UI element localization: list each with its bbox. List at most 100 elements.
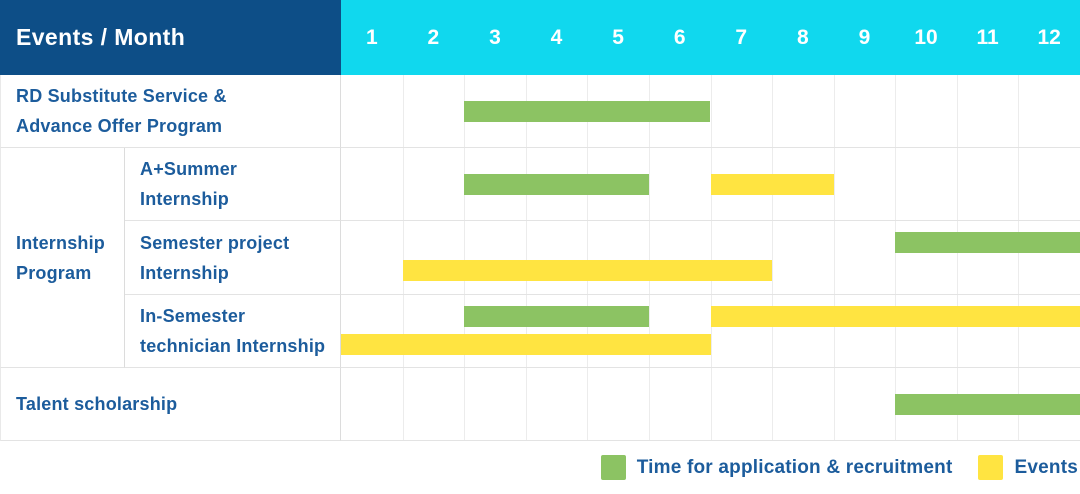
month-gridline — [833, 148, 835, 220]
legend: Time for application & recruitment Events — [0, 441, 1080, 494]
month-gridline — [895, 148, 897, 220]
month-gridline — [833, 75, 835, 147]
month-header-8: 8 — [796, 25, 809, 49]
row-label-line: Internship — [140, 189, 230, 209]
group-label-internship-program: Internship Program — [0, 148, 125, 368]
month-header-9: 9 — [858, 25, 871, 49]
month-gridline — [402, 368, 404, 440]
row-label: RD Substitute Service & Advance Offer Pro… — [0, 75, 341, 148]
row-chart-area — [341, 75, 1080, 148]
month-gridline — [648, 295, 650, 367]
month-gridline — [710, 75, 712, 147]
row-label: Talent scholarship — [0, 368, 341, 441]
row-label-line: technician Internship — [140, 336, 326, 356]
legend-swatch-green — [600, 455, 626, 480]
row-label: Semester project Internship — [125, 221, 341, 295]
month-gridline — [772, 221, 774, 294]
month-header-strip: 1 2 3 4 5 6 7 8 9 10 11 12 — [341, 0, 1080, 75]
group-label-line: Program — [16, 262, 92, 283]
month-header-5: 5 — [612, 25, 624, 49]
gantt-bar-yellow — [710, 173, 834, 195]
month-gridline — [402, 148, 404, 220]
row-label: A+Summer Internship — [125, 148, 341, 221]
month-gridline — [648, 221, 650, 294]
month-gridline — [525, 295, 527, 367]
legend-label: Time for application & recruitment — [636, 456, 953, 478]
month-gridline — [956, 221, 958, 294]
row-label-line: Talent scholarship — [16, 394, 178, 414]
gantt-bar-yellow — [710, 306, 1080, 327]
gantt-row-5: Talent scholarship — [0, 368, 1080, 441]
month-gridline — [464, 221, 466, 294]
month-gridline — [710, 295, 712, 367]
gantt-bar-green — [464, 173, 649, 195]
month-gridline — [1018, 75, 1020, 147]
month-gridline — [525, 221, 527, 294]
row-label-line: Advance Offer Program — [16, 116, 223, 136]
month-gridline — [648, 368, 650, 440]
month-gridline — [525, 368, 527, 440]
gantt-bar-green — [464, 306, 649, 327]
legend-item-green: Time for application & recruitment — [600, 455, 953, 480]
month-gridline — [648, 148, 650, 220]
month-gridline — [772, 368, 774, 440]
row-label: In-Semester technician Internship — [125, 295, 341, 368]
month-gridline — [833, 221, 835, 294]
page-title: Events / Month — [16, 24, 186, 50]
month-gridline — [895, 221, 897, 294]
month-gridline — [402, 221, 404, 294]
month-header-7: 7 — [735, 25, 748, 49]
gantt-row-1: RD Substitute Service & Advance Offer Pro… — [0, 75, 1080, 148]
month-header-2: 2 — [427, 25, 440, 49]
month-gridline — [402, 295, 404, 367]
gantt-bar-green — [895, 393, 1080, 415]
row-label-line: In-Semester — [140, 306, 246, 326]
month-header-4: 4 — [550, 25, 563, 49]
legend-item-yellow: Events — [978, 455, 1078, 480]
gantt-row-3: Semester project Internship — [0, 221, 1080, 295]
month-header-1: 1 — [365, 25, 378, 49]
table-header-row: Events / Month 1 2 3 4 5 6 7 8 9 10 11 12 — [0, 0, 1080, 75]
month-header-12: 12 — [1037, 25, 1061, 49]
gantt-bar-yellow — [341, 334, 711, 355]
month-header-11: 11 — [976, 25, 999, 49]
month-gridline — [587, 295, 589, 367]
month-gridline — [956, 75, 958, 147]
month-gridline — [772, 75, 774, 147]
month-gridline — [464, 368, 466, 440]
month-gridline — [895, 75, 897, 147]
legend-swatch-yellow — [978, 455, 1004, 480]
gantt-row-4: In-Semester technician Internship — [0, 295, 1080, 368]
row-chart-area — [341, 148, 1080, 221]
month-gridline — [833, 368, 835, 440]
month-gridline — [956, 148, 958, 220]
legend-label: Events — [1014, 456, 1078, 478]
row-chart-area — [341, 221, 1080, 295]
month-gridline — [1018, 295, 1020, 367]
row-chart-area — [341, 368, 1080, 441]
month-gridline — [772, 295, 774, 367]
month-gridline — [710, 368, 712, 440]
month-gridline — [956, 295, 958, 367]
month-gridline — [895, 295, 897, 367]
row-label-line: A+Summer — [140, 159, 238, 179]
gantt-bar-green — [895, 232, 1080, 253]
month-gridline — [710, 221, 712, 294]
gantt-row-2: A+Summer Internship — [0, 148, 1080, 221]
row-chart-area — [341, 295, 1080, 368]
header-title-cell: Events / Month — [0, 0, 341, 75]
gantt-bar-yellow — [402, 260, 773, 281]
gantt-rows: RD Substitute Service & Advance Offer Pro… — [0, 75, 1080, 441]
month-gridline — [402, 75, 404, 147]
gantt-bar-green — [464, 100, 711, 122]
month-header-6: 6 — [673, 25, 686, 49]
month-header-10: 10 — [914, 25, 938, 49]
month-gridline — [833, 295, 835, 367]
month-header-3: 3 — [489, 25, 501, 49]
month-gridline — [1018, 221, 1020, 294]
month-gridline — [464, 295, 466, 367]
month-gridline — [1018, 148, 1020, 220]
month-gridline — [587, 221, 589, 294]
row-label-line: Internship — [140, 262, 230, 283]
